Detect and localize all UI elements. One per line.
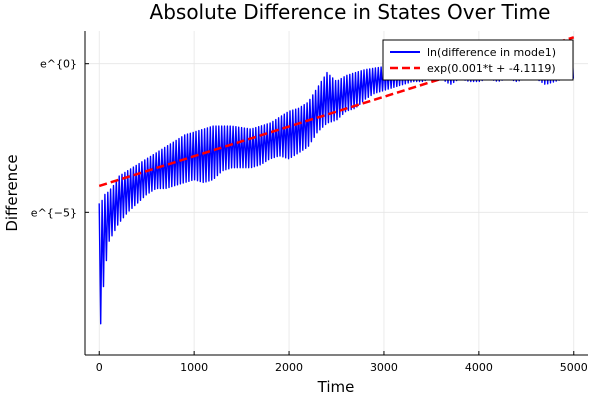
x-tick-label-1: 1000	[180, 361, 208, 374]
legend: ln(difference in mode1) exp(0.001*t + -4…	[382, 39, 574, 81]
legend-box	[382, 39, 574, 81]
tick-labels: 0 1000 2000 3000 4000 5000 e^{0} e^{−5}	[31, 58, 588, 374]
x-axis-label: Time	[317, 378, 355, 396]
x-tick-label-5: 5000	[560, 361, 588, 374]
axes	[84, 31, 588, 356]
x-tick-label-4: 4000	[465, 361, 493, 374]
x-tick-label-3: 3000	[370, 361, 398, 374]
legend-entry-1: ln(difference in mode1)	[427, 46, 556, 59]
x-tick-label-0: 0	[96, 361, 103, 374]
y-tick-label-1: e^{−5}	[31, 206, 77, 219]
y-tick-label-0: e^{0}	[40, 58, 77, 71]
legend-entry-2: exp(0.001*t + -4.1119)	[427, 62, 556, 75]
y-axis-label: Difference	[3, 154, 21, 231]
x-tick-label-2: 2000	[275, 361, 303, 374]
chart-title: Absolute Difference in States Over Time	[150, 0, 551, 24]
